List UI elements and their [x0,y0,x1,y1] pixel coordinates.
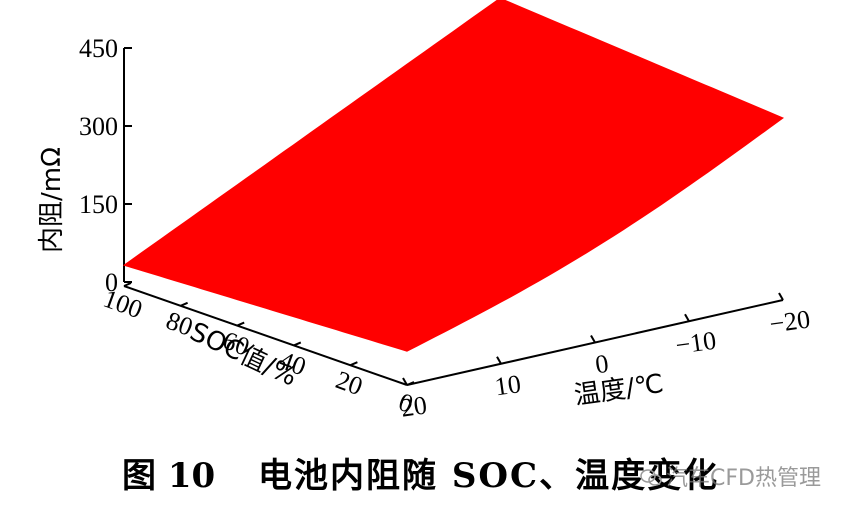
figure-number: 图 10 [122,456,216,496]
temperature-tick-mark [496,356,502,365]
temperature-tick-label: 10 [493,369,523,401]
soc-tick-mark [123,282,132,287]
z-tick-label: 0 [105,268,118,297]
z-tick-label: 450 [79,34,118,63]
temperature-axis-label: 温度/℃ [572,369,665,411]
surface-layer [122,0,785,352]
wechat-icon [640,469,662,486]
watermark: 汽车CFD热管理 [640,460,821,492]
soc-tick-mark [180,301,188,307]
z-axis-label: 内阻/mΩ [37,147,67,253]
resistance-surface [122,0,785,352]
temperature-tick-mark [778,292,784,301]
temperature-tick-label: −10 [674,326,718,360]
soc-tick-mark [350,361,358,367]
soc-tick-label: 20 [332,365,366,401]
soc-tick-mark [236,321,245,327]
temperature-tick-label: −20 [768,304,812,338]
soc-axis-line [123,285,408,386]
soc-tick-mark [406,381,415,386]
temperature-tick-label: 20 [399,390,429,422]
temperature-tick-label: 0 [593,349,610,380]
z-tick-label: 300 [79,112,118,141]
temperature-tick-mark [402,377,408,386]
z-tick-label: 150 [79,190,118,219]
watermark-text: 汽车CFD热管理 [666,466,821,491]
temperature-tick-mark [684,313,690,322]
soc-tick-mark [293,341,302,347]
temperature-tick-mark [590,335,596,343]
soc-tick-label: 100 [100,284,147,325]
